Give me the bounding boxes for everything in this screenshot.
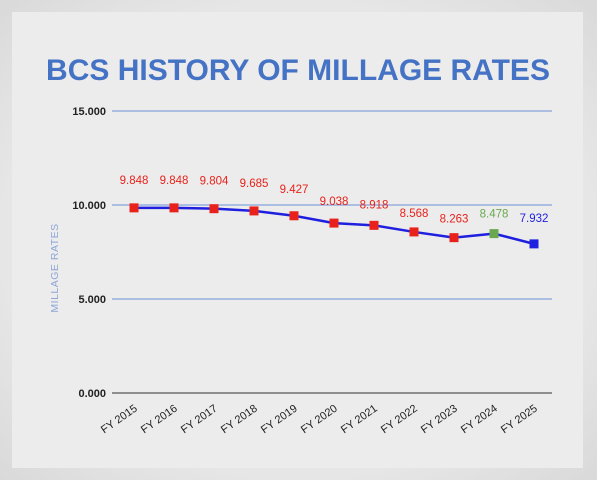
data-label: 8.478: [480, 209, 509, 221]
data-points: [129, 203, 539, 249]
data-point: [329, 218, 339, 228]
data-point: [529, 239, 539, 249]
x-tick-label: FY 2021: [339, 403, 380, 437]
x-axis-ticks: FY 2015 FY 2016 FY 2017 FY 2018 FY 2019 FY 20…: [99, 403, 540, 437]
data-point: [449, 233, 459, 243]
y-axis-label: MILLAGE RATES: [49, 223, 61, 312]
data-label: 8.918: [360, 199, 389, 211]
x-tick-label: FY 2015: [99, 403, 140, 437]
y-tick-label: 15.000: [72, 106, 106, 118]
data-label: 8.568: [400, 208, 429, 220]
x-tick-label: FY 2022: [379, 403, 420, 437]
data-labels: 9.848 9.848 9.804 9.685 9.427 9.038 8.918 8.568…: [120, 175, 549, 226]
x-tick-label: FY 2024: [459, 403, 500, 437]
data-label: 9.804: [200, 176, 229, 188]
data-point: [489, 229, 499, 239]
data-label: 7.932: [520, 213, 549, 225]
x-tick-label: FY 2018: [219, 403, 260, 437]
y-tick-label: 10.000: [72, 200, 106, 212]
y-tick-label: 0.000: [78, 388, 106, 400]
data-point: [409, 227, 419, 237]
slide: [12, 12, 583, 468]
data-point: [289, 211, 299, 221]
data-label: 9.427: [280, 184, 309, 196]
data-label: 9.685: [240, 178, 269, 190]
x-tick-label: FY 2025: [499, 403, 540, 437]
y-axis-ticks: 0.000 5.000 10.000 15.000: [72, 106, 106, 400]
data-point: [249, 206, 259, 216]
x-tick-label: FY 2023: [419, 403, 460, 437]
y-tick-label: 5.000: [78, 294, 106, 306]
data-point: [369, 220, 379, 230]
data-label: 8.263: [440, 214, 469, 226]
x-tick-label: FY 2020: [299, 403, 340, 437]
x-tick-label: FY 2016: [139, 403, 180, 437]
x-tick-label: FY 2017: [179, 403, 220, 437]
data-label: 9.038: [320, 196, 349, 208]
data-point: [169, 203, 179, 213]
data-point: [209, 204, 219, 214]
data-label: 9.848: [120, 175, 149, 187]
gridlines: [112, 110, 552, 394]
data-point: [129, 203, 139, 213]
chart-title: BCS HISTORY OF MILLAGE RATES: [46, 54, 550, 87]
x-tick-label: FY 2019: [259, 403, 300, 437]
data-label: 9.848: [160, 175, 189, 187]
